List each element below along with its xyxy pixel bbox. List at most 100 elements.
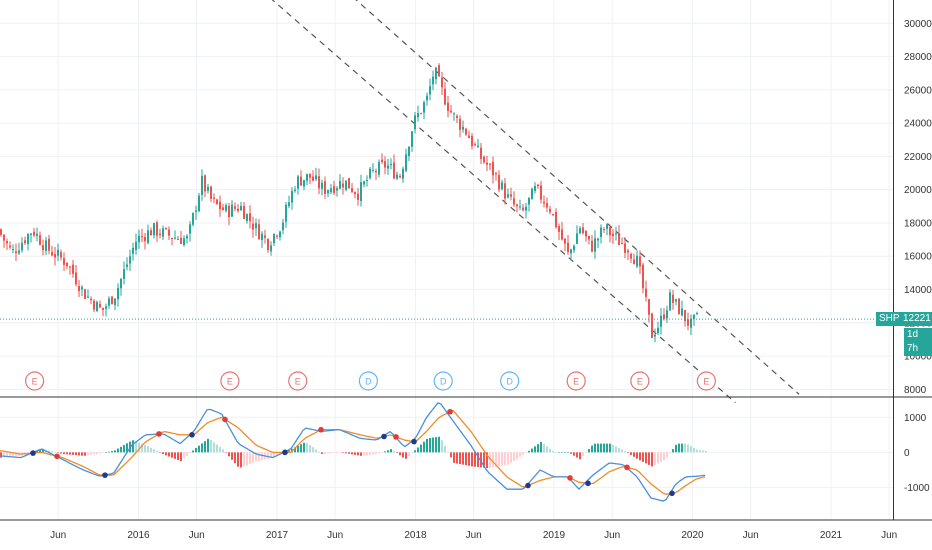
dividend-marker[interactable]: D bbox=[358, 371, 379, 391]
candle-body bbox=[60, 252, 62, 258]
histogram-bar bbox=[108, 451, 110, 453]
histogram-bar bbox=[162, 452, 164, 455]
candle-body bbox=[504, 183, 506, 199]
candle-body bbox=[561, 229, 563, 240]
candle-body bbox=[210, 186, 212, 199]
candle-body bbox=[597, 238, 599, 241]
candle-body bbox=[573, 245, 575, 251]
channel-line[interactable] bbox=[229, 0, 736, 404]
earnings-marker[interactable]: E bbox=[220, 371, 240, 391]
candle-body bbox=[408, 146, 410, 157]
candle-body bbox=[105, 306, 107, 309]
earnings-marker[interactable]: E bbox=[25, 371, 45, 391]
histogram-bar bbox=[555, 452, 557, 453]
candle-body bbox=[36, 233, 38, 236]
histogram-bar bbox=[3, 452, 5, 458]
trend-channel[interactable] bbox=[229, 0, 800, 404]
candle-body bbox=[462, 126, 464, 130]
candle-body bbox=[675, 299, 677, 302]
candle-body bbox=[366, 180, 368, 182]
histogram-bar bbox=[417, 447, 419, 453]
candle-body bbox=[663, 314, 665, 319]
y-tick-label: 28000 bbox=[904, 52, 932, 63]
histogram-bar bbox=[570, 452, 572, 454]
candle-body bbox=[444, 88, 446, 105]
histogram-bar bbox=[270, 452, 272, 459]
histogram-bar bbox=[48, 450, 50, 453]
earnings-marker[interactable]: E bbox=[630, 371, 650, 391]
histogram-bar bbox=[297, 445, 299, 453]
candle-body bbox=[495, 173, 497, 175]
earnings-marker[interactable]: E bbox=[566, 371, 586, 391]
histogram-bar bbox=[546, 446, 548, 453]
candle-body bbox=[642, 264, 644, 289]
candle-body bbox=[513, 198, 515, 205]
dividend-marker[interactable]: D bbox=[500, 371, 520, 391]
histogram-bar bbox=[237, 452, 239, 467]
dividend-marker[interactable]: D bbox=[433, 371, 453, 391]
candle-body bbox=[660, 315, 662, 327]
candle-body bbox=[321, 182, 323, 189]
candle-body bbox=[87, 296, 89, 298]
candle-body bbox=[486, 162, 488, 165]
candle-body bbox=[33, 231, 35, 236]
histogram-bar bbox=[153, 449, 155, 453]
histogram-bar bbox=[315, 449, 317, 453]
histogram-bar bbox=[513, 452, 515, 461]
histogram-bar bbox=[552, 450, 554, 453]
histogram-bar bbox=[72, 452, 74, 455]
candle-body bbox=[231, 204, 233, 217]
y-tick-label: 16000 bbox=[904, 252, 932, 263]
histogram-bar bbox=[660, 452, 662, 462]
y-tick-label: 20000 bbox=[904, 185, 932, 196]
y-tick-label: 30000 bbox=[904, 19, 932, 30]
candle-body bbox=[618, 233, 620, 246]
candle-body bbox=[372, 169, 374, 171]
candle-body bbox=[54, 254, 56, 258]
earnings-marker[interactable]: E bbox=[696, 371, 716, 391]
histogram-bar bbox=[165, 452, 167, 456]
candle-body bbox=[453, 113, 455, 115]
histogram-bar bbox=[0, 452, 2, 458]
bullish-cross-dot bbox=[525, 482, 531, 489]
candle-body bbox=[600, 227, 602, 237]
earnings-marker[interactable]: E bbox=[288, 371, 308, 391]
candle-body bbox=[201, 175, 203, 196]
candle-body bbox=[474, 144, 476, 146]
candle-body bbox=[6, 241, 8, 244]
candle-body bbox=[657, 327, 659, 333]
histogram-bar bbox=[495, 452, 497, 467]
candle-body bbox=[153, 223, 155, 236]
candle-body bbox=[450, 110, 452, 113]
candle-body bbox=[411, 131, 413, 147]
candle-body bbox=[9, 245, 11, 248]
candle-body bbox=[507, 194, 509, 198]
candle-body bbox=[528, 197, 530, 205]
histogram-bar bbox=[138, 442, 140, 453]
channel-line[interactable] bbox=[328, 0, 800, 395]
candle-body bbox=[576, 233, 578, 244]
histogram-bar bbox=[627, 452, 629, 453]
histogram-bar bbox=[174, 452, 176, 459]
histogram-bar bbox=[684, 443, 686, 453]
histogram-bar bbox=[189, 452, 191, 454]
marker-circle bbox=[220, 371, 240, 391]
histogram-bar bbox=[87, 452, 89, 456]
histogram-bar bbox=[489, 452, 491, 468]
candle-body bbox=[393, 162, 395, 179]
candle-body bbox=[543, 201, 545, 204]
histogram-bar bbox=[327, 452, 329, 454]
histogram-bar bbox=[675, 444, 677, 453]
candle-body bbox=[306, 173, 308, 181]
candle-body bbox=[198, 195, 200, 212]
candle-body bbox=[282, 222, 284, 230]
candle-body bbox=[630, 253, 632, 259]
candle-body bbox=[18, 250, 20, 254]
candle-body bbox=[177, 239, 179, 241]
candle-body bbox=[342, 183, 344, 188]
histogram-bar bbox=[378, 452, 380, 454]
histogram-bar bbox=[75, 452, 77, 456]
candle-body bbox=[303, 179, 305, 187]
